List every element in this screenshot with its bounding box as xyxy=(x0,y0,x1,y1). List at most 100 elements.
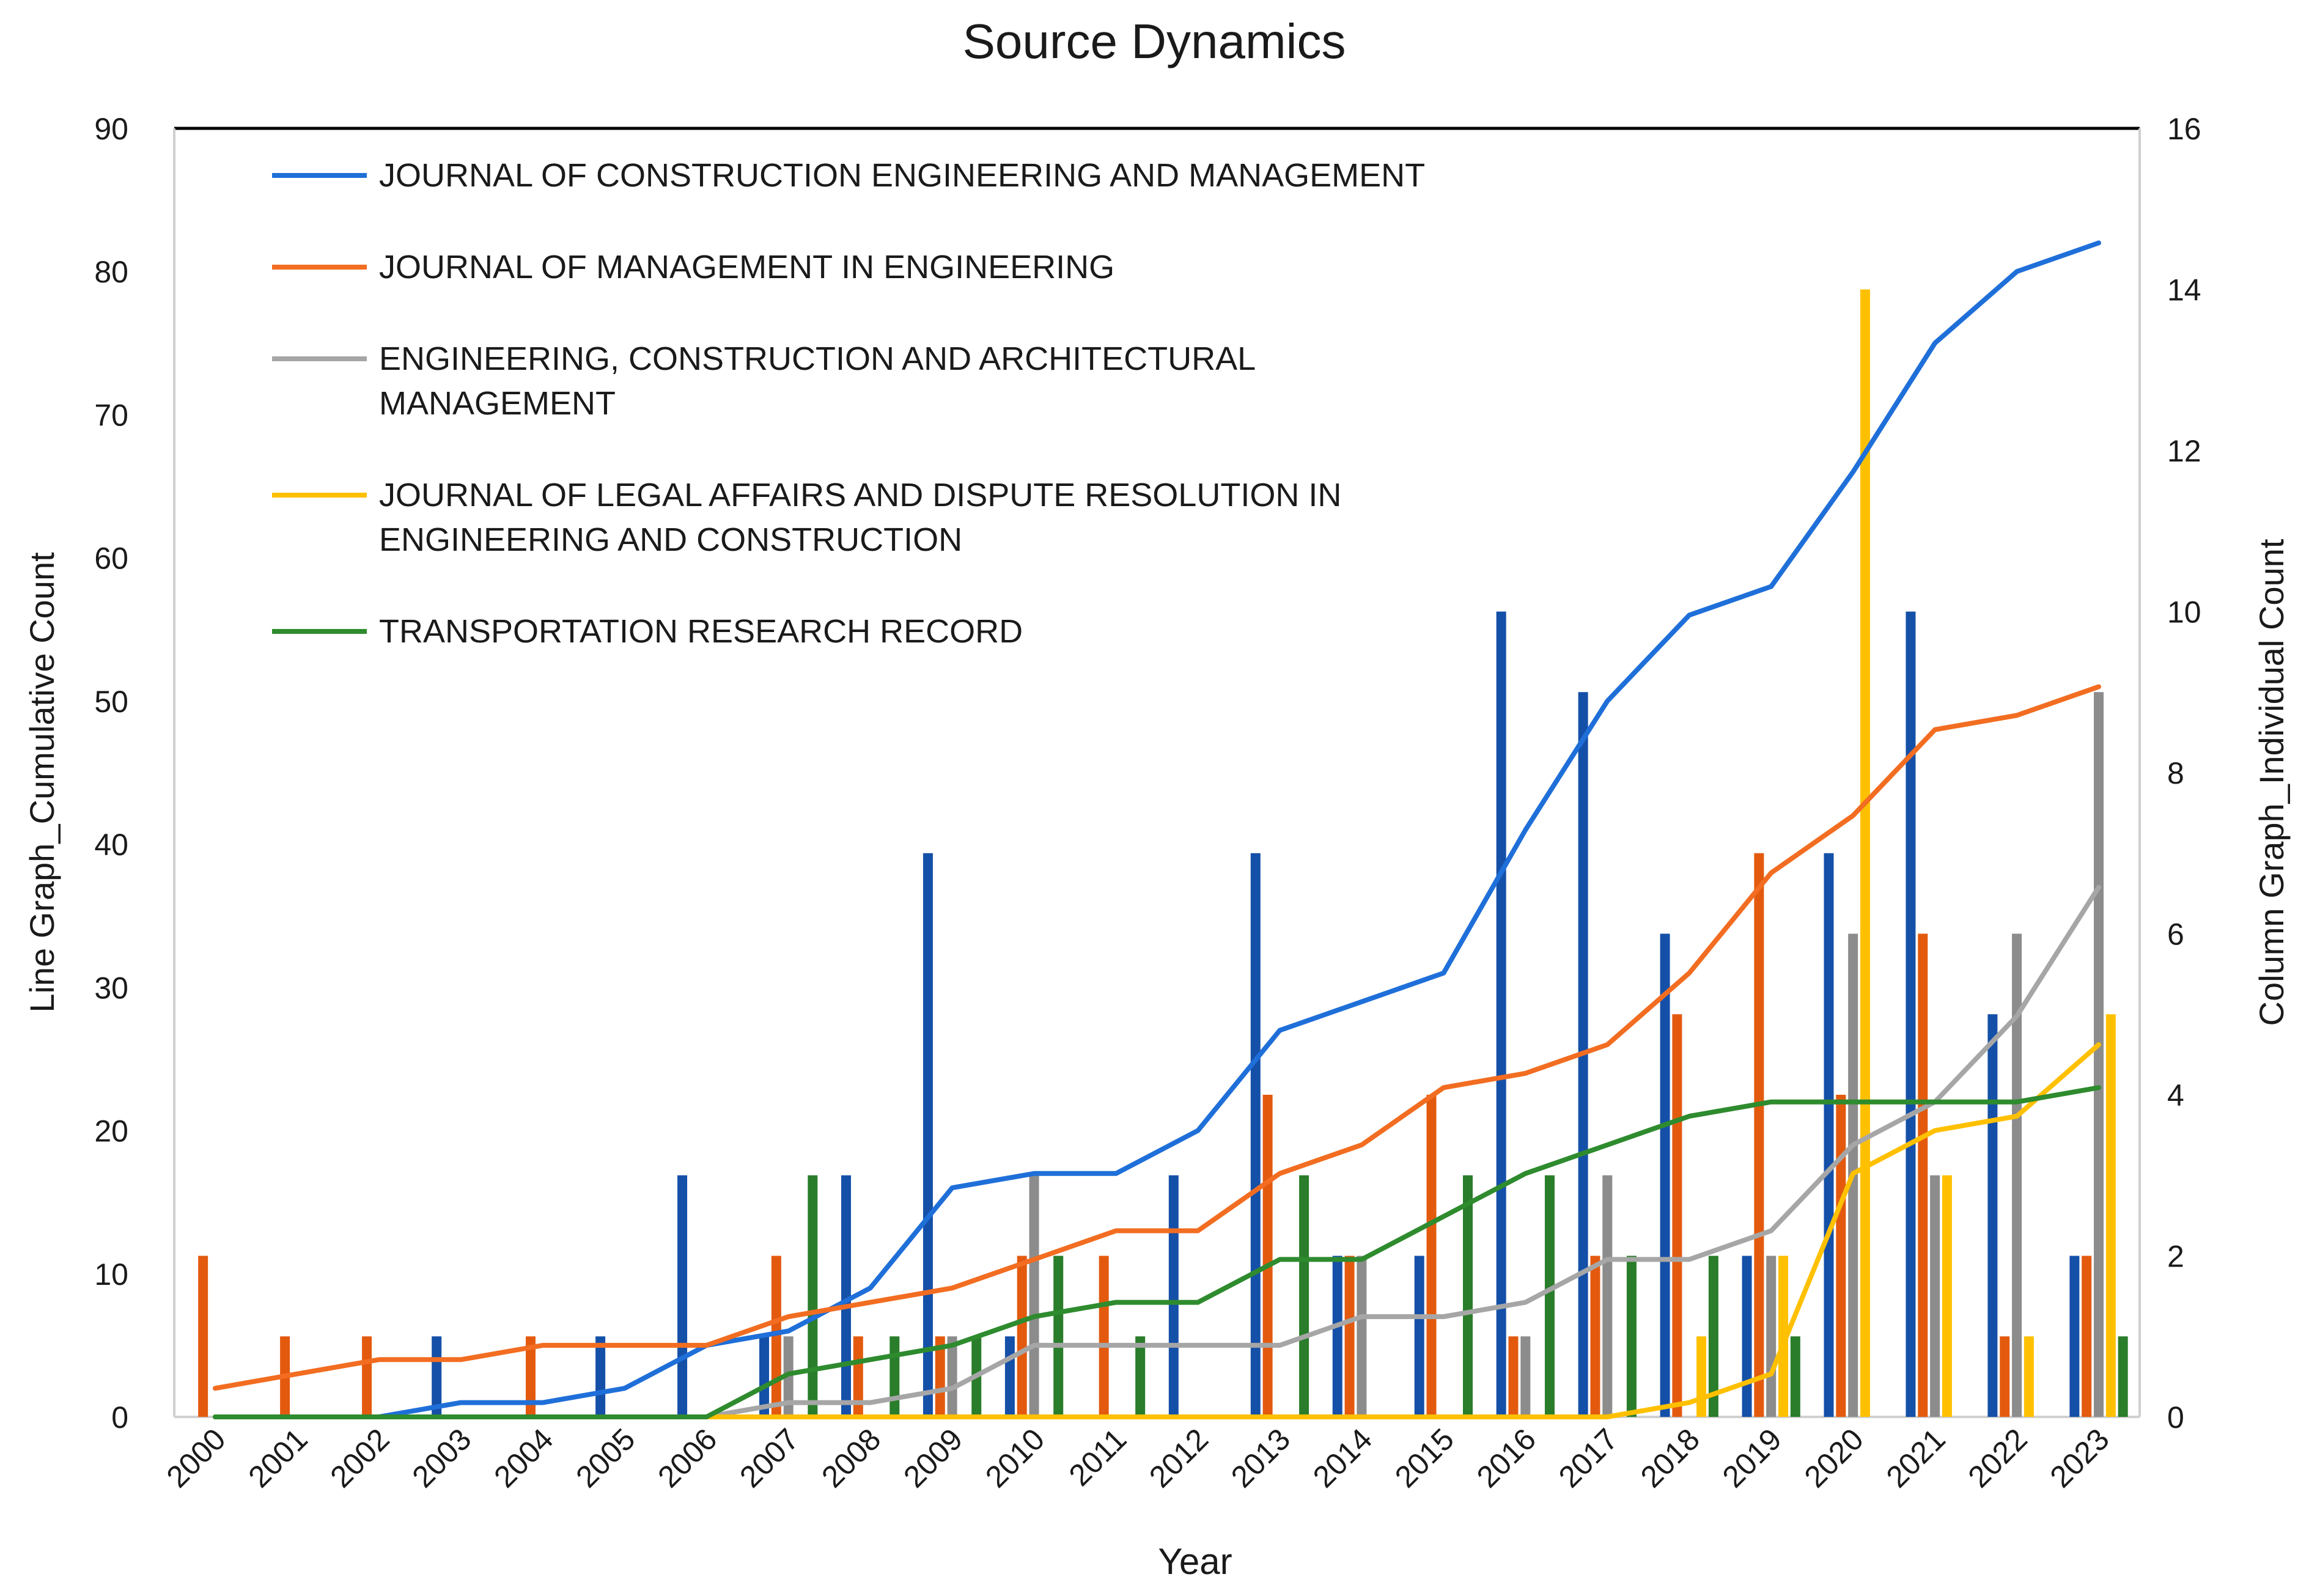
bar xyxy=(1602,1175,1613,1417)
y-left-tick-label: 40 xyxy=(94,828,128,862)
bar xyxy=(922,853,933,1417)
y-right-tick-label: 10 xyxy=(2167,595,2201,630)
y-axis-left-label: Line Graph_Cumulative Count xyxy=(23,552,61,1013)
bar xyxy=(1250,853,1261,1417)
legend-label: JOURNAL OF MANAGEMENT IN ENGINEERING xyxy=(379,249,1114,285)
bar xyxy=(1357,1256,1367,1417)
bar xyxy=(1053,1256,1064,1417)
bar xyxy=(1766,1256,1777,1417)
y-left-tick-label: 0 xyxy=(111,1400,128,1435)
bar xyxy=(1544,1175,1555,1417)
bar xyxy=(889,1336,900,1417)
bar xyxy=(1029,1175,1039,1417)
y-right-tick-label: 2 xyxy=(2167,1240,2184,1274)
bar xyxy=(2069,1256,2080,1417)
bar xyxy=(2118,1336,2128,1417)
bar xyxy=(1590,1256,1600,1417)
y-right-tick-label: 6 xyxy=(2167,918,2184,952)
bar xyxy=(1344,1256,1355,1417)
series-line xyxy=(213,1085,2101,1419)
y-right-tick-label: 4 xyxy=(2167,1078,2184,1112)
bar xyxy=(1778,1256,1789,1417)
y-left-tick-label: 10 xyxy=(94,1257,128,1292)
bar xyxy=(1299,1175,1309,1417)
bar xyxy=(1262,1095,1273,1417)
y-left-tick-label: 70 xyxy=(94,398,128,432)
bar xyxy=(1906,611,1916,1417)
bar xyxy=(1135,1336,1146,1417)
bar xyxy=(1626,1256,1637,1417)
bar xyxy=(1930,1175,1940,1417)
legend-label: JOURNAL OF LEGAL AFFAIRS AND DISPUTE RES… xyxy=(379,477,1341,513)
bar xyxy=(1987,1014,1998,1417)
bar xyxy=(808,1175,818,1417)
bar xyxy=(432,1336,442,1417)
bar xyxy=(1672,1014,1682,1417)
bar xyxy=(2094,692,2104,1417)
bar xyxy=(1836,1095,1846,1417)
bar xyxy=(1790,1336,1800,1417)
y-right-tick-label: 0 xyxy=(2167,1400,2184,1435)
y-right-tick-label: 14 xyxy=(2167,273,2201,307)
bar xyxy=(1660,933,1670,1417)
y-left-tick-label: 20 xyxy=(94,1114,128,1149)
bar xyxy=(362,1336,372,1417)
bar xyxy=(935,1336,945,1417)
bar xyxy=(1463,1175,1473,1417)
bar xyxy=(1426,1095,1437,1417)
y-left-tick-label: 60 xyxy=(94,542,128,576)
legend-label: MANAGEMENT xyxy=(379,385,616,422)
bar xyxy=(853,1336,863,1417)
bar xyxy=(1754,853,1764,1417)
bar xyxy=(1708,1256,1718,1417)
y-right-tick-label: 16 xyxy=(2167,112,2201,146)
bar xyxy=(2012,933,2022,1417)
series-line xyxy=(213,684,2101,1391)
bar xyxy=(1508,1336,1519,1417)
bar xyxy=(1168,1175,1179,1417)
line-series-group xyxy=(213,240,2101,1419)
bar xyxy=(1942,1175,1952,1417)
bar xyxy=(1332,1256,1342,1417)
legend-label: JOURNAL OF CONSTRUCTION ENGINEERING AND … xyxy=(379,157,1425,194)
bar xyxy=(1414,1256,1424,1417)
bar xyxy=(2000,1336,2010,1417)
bar xyxy=(1099,1256,1109,1417)
bar xyxy=(947,1336,957,1417)
bar xyxy=(1004,1336,1015,1417)
bar xyxy=(1496,611,1506,1417)
legend-label: TRANSPORTATION RESEARCH RECORD xyxy=(379,613,1023,650)
y-right-tick-label: 8 xyxy=(2167,756,2184,790)
bar xyxy=(771,1256,781,1417)
bar xyxy=(595,1336,606,1417)
bar xyxy=(2082,1256,2092,1417)
bar xyxy=(198,1256,208,1417)
bar xyxy=(759,1336,770,1417)
bar xyxy=(1696,1336,1707,1417)
y-left-tick-label: 80 xyxy=(94,255,128,289)
y-left-tick-label: 50 xyxy=(94,685,128,719)
bar xyxy=(841,1175,851,1417)
legend-label: ENGINEERING, CONSTRUCTION AND ARCHITECTU… xyxy=(379,340,1256,377)
y-left-tick-label: 30 xyxy=(94,971,128,1005)
bar xyxy=(1742,1256,1752,1417)
bar xyxy=(2024,1336,2034,1417)
x-axis-label: Year xyxy=(1158,1541,1232,1582)
bar xyxy=(1017,1256,1027,1417)
series-line xyxy=(213,240,2101,1419)
bar-series-group xyxy=(198,289,2128,1417)
bar xyxy=(525,1336,536,1417)
y-right-tick-label: 12 xyxy=(2167,434,2201,468)
legend: JOURNAL OF CONSTRUCTION ENGINEERING AND … xyxy=(272,157,1425,650)
bar xyxy=(1918,933,1928,1417)
bar xyxy=(677,1175,688,1417)
chart-title: Source Dynamics xyxy=(963,14,1346,68)
bar xyxy=(1824,853,1834,1417)
bar xyxy=(2105,1014,2116,1417)
bar xyxy=(1520,1336,1531,1417)
y-axis-right-label: Column Graph_Individual Count xyxy=(2252,539,2291,1026)
y-left-tick-label: 90 xyxy=(94,112,128,146)
legend-label: ENGINEERING AND CONSTRUCTION xyxy=(379,521,962,558)
